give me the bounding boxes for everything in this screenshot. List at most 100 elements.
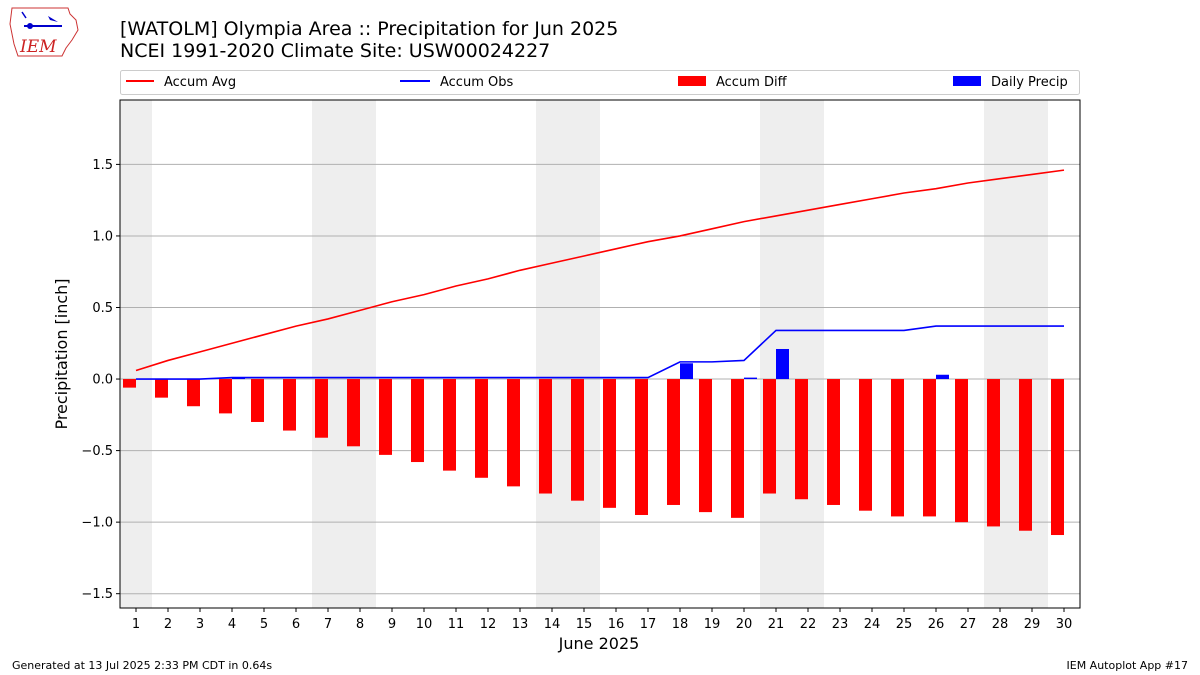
x-tick-label: 5 [260, 617, 268, 632]
x-tick-label: 6 [292, 617, 300, 632]
series-lines [135, 169, 1065, 380]
legend-avg-label: Accum Avg [164, 75, 236, 90]
legend-diff-label: Accum Diff [716, 75, 788, 90]
x-tick-label: 27 [960, 617, 977, 632]
weekend-shading [120, 100, 1048, 608]
x-tick-label: 20 [736, 617, 753, 632]
x-tick-label: 29 [1024, 617, 1041, 632]
accum-diff-bar [667, 379, 680, 505]
x-tick-label: 15 [576, 617, 593, 632]
accum-diff-bar [411, 379, 424, 463]
x-tick-label: 10 [416, 617, 433, 632]
accum-diff-bar [379, 379, 392, 455]
y-tick-label: −1.5 [81, 587, 113, 602]
accum-diff-bar [635, 379, 648, 515]
y-tick-label: −1.0 [81, 516, 113, 531]
accum-diff-bar [603, 379, 616, 508]
accum-diff-bar [731, 379, 744, 518]
weekend-band [536, 100, 600, 608]
x-tick-label: 11 [448, 617, 465, 632]
accum-diff-bar [1019, 379, 1032, 531]
x-tick-label: 12 [480, 617, 497, 632]
x-tick-label: 17 [640, 617, 657, 632]
accum-diff-bar [155, 379, 168, 398]
x-tick-label: 28 [992, 617, 1009, 632]
y-tick-label: 0.0 [92, 373, 113, 388]
accum-diff-bar [283, 379, 296, 431]
accum-diff-bar [187, 379, 200, 407]
y-axis-ticks: −1.5 −1.0 −0.5 0.0 0.5 1.0 1.5 [81, 158, 120, 602]
daily-precip-bar [936, 374, 949, 380]
x-tick-label: 4 [228, 617, 236, 632]
x-tick-label: 16 [608, 617, 625, 632]
accum-diff-bar [443, 379, 456, 471]
weekend-band [120, 100, 152, 608]
accum-avg-line [135, 169, 1065, 372]
accum-diff-bar [923, 379, 936, 517]
plot-frame [119, 99, 1081, 609]
x-tick-label: 7 [324, 617, 332, 632]
x-tick-label: 2 [164, 617, 172, 632]
legend-obs-label: Accum Obs [440, 75, 513, 90]
accum-diff-bar [795, 379, 808, 500]
x-axis-label: June 2025 [558, 634, 640, 653]
daily-precip-bar [776, 348, 789, 380]
y-tick-label: 1.5 [92, 158, 113, 173]
legend: Accum Avg Accum Obs Accum Diff Daily Pre… [120, 70, 1080, 95]
y-axis-label: Precipitation [inch] [52, 278, 71, 429]
accum-diff-bar [1051, 379, 1064, 536]
daily-precip-bar [744, 377, 757, 380]
footer-generated: Generated at 13 Jul 2025 2:33 PM CDT in … [12, 659, 273, 672]
chart-title: [WATOLM] Olympia Area :: Precipitation f… [120, 18, 618, 40]
x-tick-label: 26 [928, 617, 945, 632]
accum-diff-bar [987, 379, 1000, 527]
x-tick-label: 24 [864, 617, 881, 632]
daily-precip-bar [680, 363, 693, 380]
legend-daily-label: Daily Precip [991, 75, 1068, 90]
accum-diff-bar [763, 379, 776, 494]
accum-diff-bar [539, 379, 552, 494]
accum-diff-bar [955, 379, 968, 523]
x-tick-label: 21 [768, 617, 785, 632]
bars [123, 348, 1064, 536]
accum-diff-bar [315, 379, 328, 438]
accum-diff-bar [859, 379, 872, 511]
legend-daily-swatch [953, 76, 981, 86]
weekend-band [760, 100, 824, 608]
y-tick-label: 1.0 [92, 229, 113, 244]
accum-diff-bar [219, 379, 232, 414]
x-tick-label: 30 [1056, 617, 1073, 632]
accum-diff-bar [699, 379, 712, 513]
x-tick-label: 1 [132, 617, 140, 632]
accum-diff-bar [347, 379, 360, 447]
x-tick-label: 18 [672, 617, 689, 632]
chart-subtitle: NCEI 1991-2020 Climate Site: USW00024227 [120, 40, 550, 62]
logo-text: IEM [19, 37, 57, 57]
x-tick-label: 9 [388, 617, 396, 632]
accum-diff-bar [571, 379, 584, 501]
legend-diff-swatch [678, 76, 706, 86]
x-tick-label: 13 [512, 617, 529, 632]
footer-app: IEM Autoplot App #17 [1066, 659, 1189, 672]
gridlines [120, 163, 1080, 595]
accum-diff-bar [475, 379, 488, 478]
y-tick-label: −0.5 [81, 444, 113, 459]
iem-logo: IEM [9, 7, 79, 57]
x-axis-ticks: 1 2 3 4 5 6 7 8 9 10 11 12 13 14 15 16 17 18 19 20 21 22 23 24 2… [132, 608, 1072, 632]
accum-diff-bar [251, 379, 264, 422]
x-tick-label: 19 [704, 617, 721, 632]
accum-diff-bar [827, 379, 840, 505]
y-tick-label: 0.5 [92, 301, 113, 316]
accum-diff-bar [891, 379, 904, 517]
x-tick-label: 23 [832, 617, 849, 632]
accum-diff-bar [123, 379, 136, 388]
x-tick-label: 22 [800, 617, 817, 632]
x-tick-label: 25 [896, 617, 913, 632]
weekend-band [312, 100, 376, 608]
x-tick-label: 3 [196, 617, 204, 632]
accum-obs-line [136, 325, 1064, 380]
x-tick-label: 14 [544, 617, 561, 632]
accum-diff-bar [507, 379, 520, 487]
x-tick-label: 8 [356, 617, 364, 632]
